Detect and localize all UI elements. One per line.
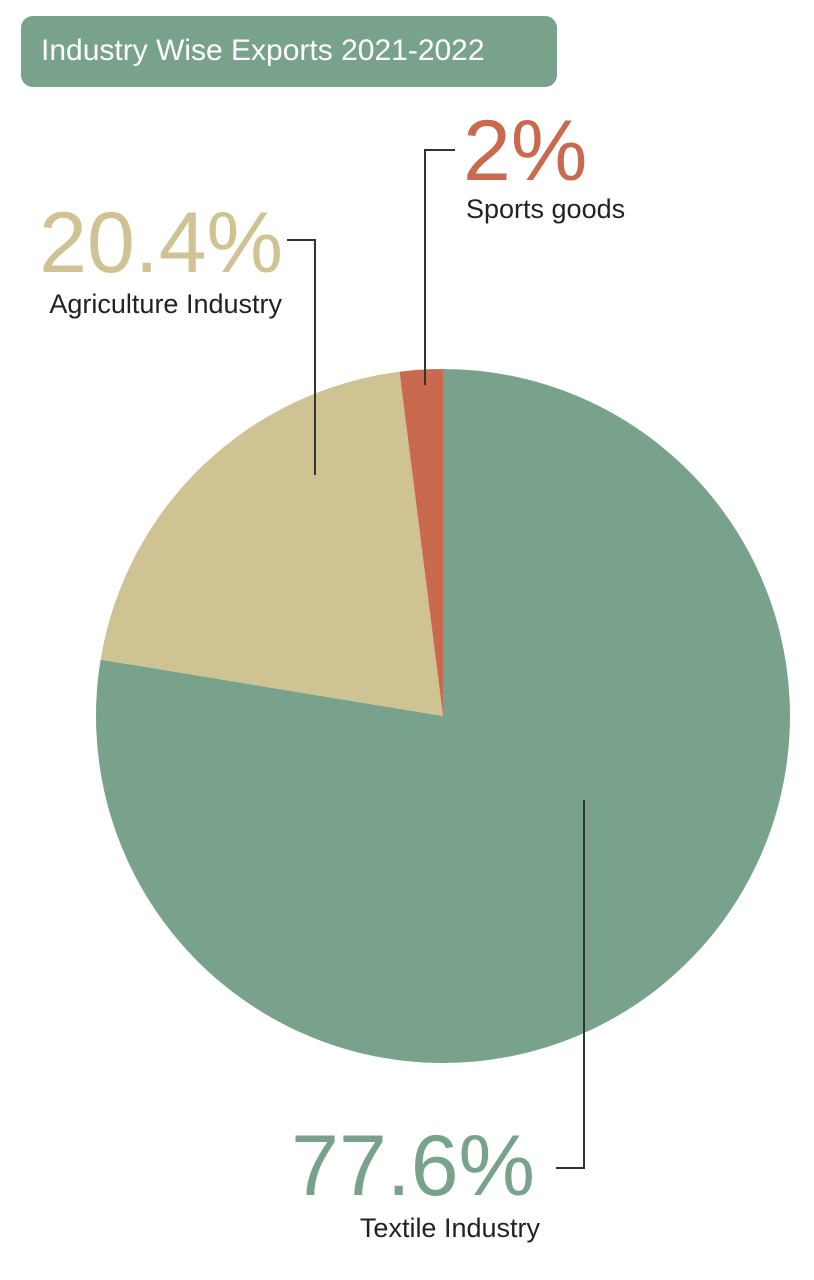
pie-slice [100, 371, 443, 716]
value-label: 20.4% [39, 195, 283, 291]
category-label: Agriculture Industry [49, 289, 282, 319]
chart-title: Industry Wise Exports 2021-2022 [41, 34, 485, 67]
category-label: Textile Industry [360, 1213, 541, 1243]
value-label: 77.6% [291, 1118, 535, 1214]
leader-line [287, 239, 316, 475]
leader-line [556, 800, 585, 1169]
value-label: 2% [463, 103, 587, 199]
pie-slice [399, 369, 443, 716]
category-label: Sports goods [466, 194, 625, 224]
title-badge [21, 16, 557, 87]
leader-line [424, 149, 455, 385]
